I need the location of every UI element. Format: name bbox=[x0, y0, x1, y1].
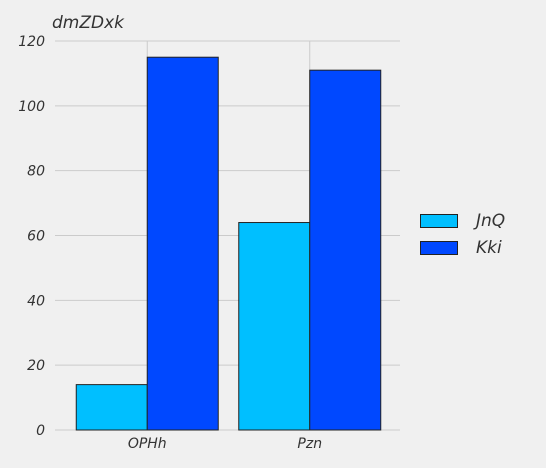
bar-jnq-pzn bbox=[238, 222, 311, 431]
x-tick-label: OPHh bbox=[128, 436, 167, 452]
legend-item-kki: Kki bbox=[420, 235, 530, 260]
bar-kki-ophh bbox=[146, 56, 219, 431]
y-tick-label: 20 bbox=[27, 358, 45, 374]
y-tick-label: 60 bbox=[27, 229, 45, 245]
bars-layer bbox=[75, 56, 382, 431]
legend-item-jnq: JnQ bbox=[420, 208, 530, 233]
bar-jnq-ophh bbox=[75, 384, 148, 431]
legend-swatch-kki bbox=[420, 240, 458, 255]
y-tick-label: 40 bbox=[27, 293, 45, 309]
y-tick-label: 100 bbox=[18, 99, 45, 115]
legend-label-kki: Kki bbox=[476, 237, 502, 258]
legend: JnQ Kki bbox=[420, 208, 530, 262]
chart-title: dmZDxk bbox=[52, 13, 124, 33]
y-tick-label: 80 bbox=[27, 164, 45, 180]
x-tick-label: Pzn bbox=[297, 436, 322, 452]
legend-label-jnq: JnQ bbox=[476, 210, 506, 231]
y-tick-label: 120 bbox=[18, 34, 45, 50]
ticks-layer: 0 20 40 60 80 100 120 OPHh Pzn bbox=[18, 34, 322, 452]
legend-swatch-jnq bbox=[420, 213, 458, 228]
y-tick-label: 0 bbox=[36, 423, 45, 439]
bar-kki-pzn bbox=[309, 69, 382, 431]
